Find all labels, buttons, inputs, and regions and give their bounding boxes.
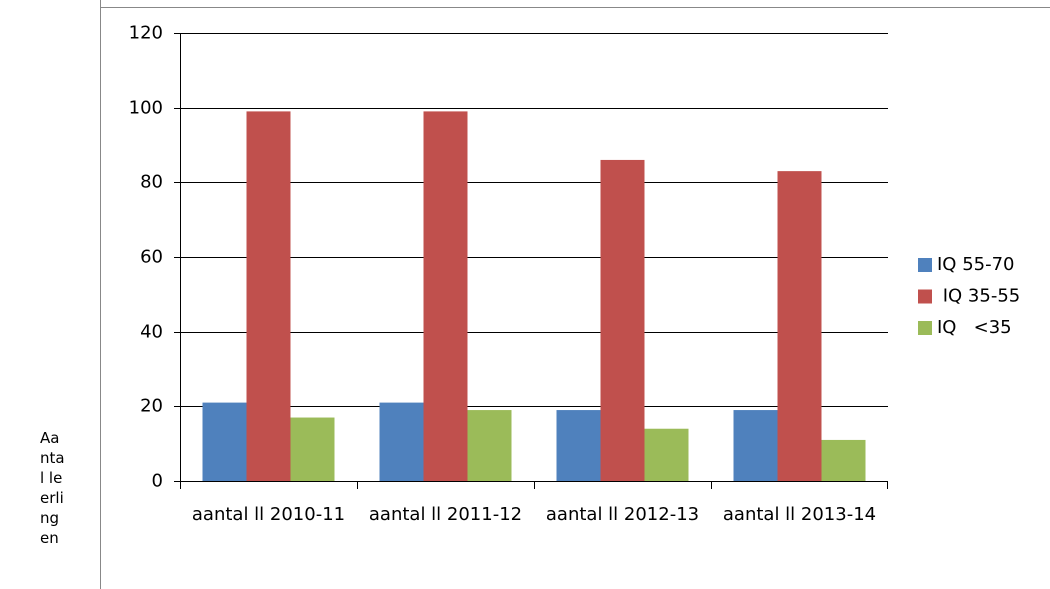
legend-label: IQ 35-55	[937, 286, 1020, 307]
x-tick-label: aantal ll 2011-12	[368, 504, 523, 525]
y-tick-label: 80	[140, 172, 163, 193]
y-tick-label: 0	[152, 471, 163, 492]
bar	[246, 111, 291, 482]
y-tick-label: 40	[140, 322, 163, 343]
y-tick-label: 100	[129, 98, 163, 119]
y-tick-label: 60	[140, 247, 163, 268]
legend-label: IQ 55-70	[937, 254, 1015, 275]
x-tick-label: aantal ll 2013-14	[722, 504, 877, 525]
y-tick-label: 20	[140, 396, 163, 417]
bar	[733, 410, 778, 481]
x-tick-label: aantal ll 2010-11	[191, 504, 346, 525]
bar	[423, 111, 468, 482]
legend-swatch	[918, 258, 932, 272]
y-tick-label: 120	[129, 23, 163, 44]
bar	[290, 417, 335, 481]
side-text: Aantal leerlingen	[40, 429, 65, 547]
legend-swatch	[918, 289, 932, 304]
bar	[467, 410, 512, 481]
bar	[600, 159, 645, 481]
legend-swatch	[918, 321, 932, 335]
bar	[379, 402, 424, 481]
bar	[644, 428, 689, 481]
bar	[202, 402, 247, 481]
bar	[556, 410, 601, 481]
x-tick-label: aantal ll 2012-13	[545, 504, 700, 525]
bar	[777, 171, 822, 481]
legend-label: IQ <35	[937, 317, 1012, 338]
bar	[821, 439, 866, 481]
